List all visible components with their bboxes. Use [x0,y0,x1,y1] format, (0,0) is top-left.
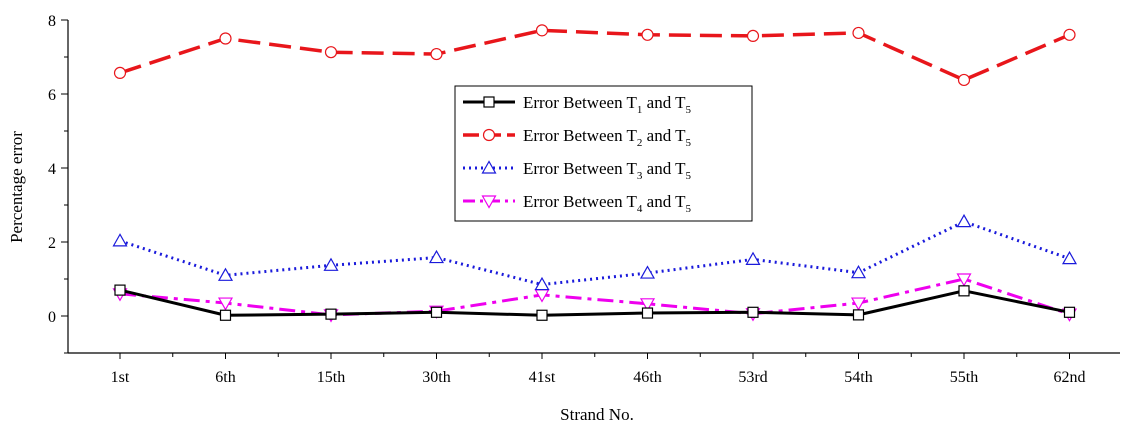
data-point [641,307,654,319]
data-point [324,46,338,59]
series-line [119,277,1070,317]
y-tick-label: 8 [48,13,56,30]
data-point [428,249,445,264]
data-point [957,73,971,87]
data-point [217,267,234,281]
data-point [219,32,232,45]
legend-marker [481,195,497,209]
x-tick-label: 1st [111,369,130,386]
x-tick-label: 6th [215,369,235,386]
data-point [325,308,337,320]
x-tick-label: 41st [529,369,556,386]
x-tick-label: 15th [317,369,345,386]
data-point [534,276,550,291]
legend-label: Error Between T3 and T5 [523,159,692,182]
y-axis-title: Percentage error [7,131,26,243]
x-tick-label: 54th [844,369,872,386]
data-point [852,26,865,40]
data-point [430,306,443,318]
x-tick-label: 46th [633,369,661,386]
data-point [219,309,232,321]
series-line [119,288,1070,317]
y-tick-label: 6 [48,87,56,104]
x-axis-title: Strand No. [560,405,634,424]
legend-label: Error Between T4 and T5 [523,192,692,215]
x-tick-label: 53rd [738,369,767,386]
data-point [641,28,654,41]
data-point [113,66,127,80]
series-layer [112,24,1078,323]
data-point [323,257,339,271]
x-tick-label: 62nd [1054,369,1086,386]
legend-label: Error Between T1 and T5 [523,93,692,116]
data-point [114,284,126,296]
data-point [1061,250,1078,265]
data-point [112,233,128,247]
data-point [1063,306,1076,318]
y-tick-label: 2 [48,235,56,252]
data-point [1063,28,1076,41]
y-tick-label: 4 [48,161,56,178]
x-tick-label: 55th [950,369,978,386]
data-point [746,29,760,43]
y-tick-label: 0 [48,309,56,326]
legend-label: Error Between T2 and T5 [523,126,692,149]
x-tick-label: 30th [422,369,450,386]
data-point [956,213,972,228]
legend: Error Between T1 and T5 Error Between T2 … [454,85,753,222]
data-point [956,273,972,287]
series-2 [113,24,1076,87]
data-point [430,47,443,61]
legend-box [454,85,753,222]
data-point [958,285,970,297]
data-point [745,251,761,265]
series-line [119,220,1070,287]
axes: 0 2 4 6 8 1st 6th 15th 30th 41st 46th 53rd 54th 55th 6… [48,13,1120,386]
data-point [536,309,548,321]
series-1 [114,284,1076,321]
legend-marker [482,128,496,142]
legend-marker [483,96,495,108]
legend-marker [481,160,497,174]
data-point [535,24,549,37]
data-point [747,306,759,318]
data-point [852,309,865,321]
series-line [119,28,1071,82]
data-point [850,297,867,311]
data-point [217,297,234,311]
data-point [639,265,656,279]
data-point [639,298,656,312]
data-point [850,264,867,279]
series-3 [112,213,1078,291]
